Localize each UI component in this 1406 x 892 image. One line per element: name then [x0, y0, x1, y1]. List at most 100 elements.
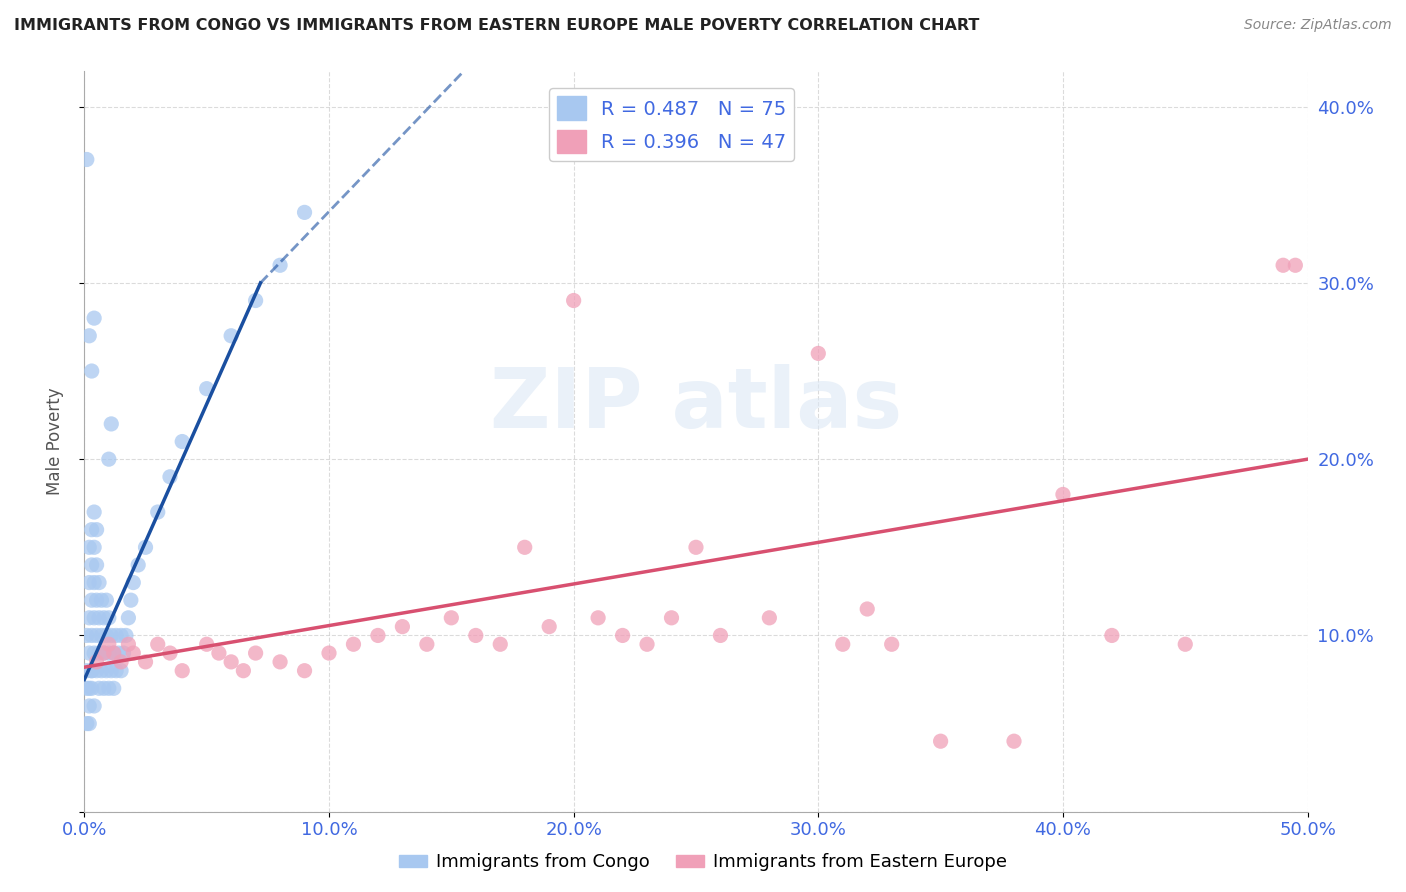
Point [97, 646, 120, 660]
Point [318, 646, 340, 660]
Point [76, 716, 98, 731]
Point [96, 628, 118, 642]
Point [245, 646, 267, 660]
Point [80, 558, 103, 572]
Point [159, 646, 181, 660]
Point [100, 664, 122, 678]
Point [294, 205, 316, 219]
Point [440, 611, 463, 625]
Point [269, 258, 291, 272]
Point [77, 328, 100, 343]
Point [195, 382, 218, 396]
Point [562, 293, 585, 308]
Point [758, 611, 780, 625]
Point [77, 575, 100, 590]
Point [80, 664, 103, 678]
Text: Source: ZipAtlas.com: Source: ZipAtlas.com [1244, 18, 1392, 32]
Point [93, 646, 115, 660]
Point [636, 637, 658, 651]
Point [93, 681, 115, 696]
Point [86, 655, 108, 669]
Point [87, 646, 110, 660]
Point [1002, 734, 1025, 748]
Point [105, 628, 128, 642]
Point [100, 628, 122, 642]
Point [489, 637, 512, 651]
Point [195, 637, 218, 651]
Legend: R = 0.487   N = 75, R = 0.396   N = 47: R = 0.487 N = 75, R = 0.396 N = 47 [548, 88, 794, 161]
Point [86, 558, 108, 572]
Point [159, 470, 181, 484]
Point [831, 637, 853, 651]
Y-axis label: Male Poverty: Male Poverty [45, 388, 63, 495]
Point [115, 628, 138, 642]
Point [1272, 258, 1295, 272]
Point [117, 637, 139, 651]
Point [86, 664, 108, 678]
Point [245, 293, 267, 308]
Point [77, 698, 100, 713]
Point [100, 417, 122, 431]
Point [97, 637, 120, 651]
Point [76, 681, 98, 696]
Point [1052, 487, 1074, 501]
Point [87, 681, 110, 696]
Point [83, 505, 105, 519]
Point [110, 628, 132, 642]
Point [103, 646, 125, 660]
Point [391, 619, 413, 633]
Point [1101, 628, 1123, 642]
Point [97, 452, 120, 467]
Point [103, 681, 125, 696]
Point [294, 664, 316, 678]
Point [856, 602, 879, 616]
Point [929, 734, 952, 748]
Point [90, 593, 112, 607]
Point [1174, 637, 1197, 651]
Point [232, 664, 254, 678]
Point [80, 364, 103, 378]
Point [96, 593, 118, 607]
Point [880, 637, 903, 651]
Point [127, 558, 149, 572]
Point [87, 611, 110, 625]
Point [122, 646, 145, 660]
Point [86, 593, 108, 607]
Point [464, 628, 486, 642]
Point [146, 637, 169, 651]
Point [77, 681, 100, 696]
Point [107, 646, 129, 660]
Point [83, 541, 105, 555]
Point [80, 681, 103, 696]
Point [76, 628, 98, 642]
Point [586, 611, 609, 625]
Point [269, 655, 291, 669]
Point [219, 328, 242, 343]
Point [77, 716, 100, 731]
Point [110, 664, 132, 678]
Point [96, 664, 118, 678]
Point [97, 611, 120, 625]
Point [77, 646, 100, 660]
Point [80, 593, 103, 607]
Point [83, 646, 105, 660]
Point [135, 655, 157, 669]
Point [1284, 258, 1306, 272]
Point [416, 637, 439, 651]
Point [538, 619, 561, 633]
Point [103, 646, 125, 660]
Point [807, 346, 830, 360]
Point [110, 655, 132, 669]
Point [120, 593, 142, 607]
Point [80, 664, 103, 678]
Point [93, 611, 115, 625]
Point [77, 611, 100, 625]
Point [146, 505, 169, 519]
Point [513, 541, 536, 555]
Legend: Immigrants from Congo, Immigrants from Eastern Europe: Immigrants from Congo, Immigrants from E… [392, 847, 1014, 879]
Point [83, 698, 105, 713]
Text: IMMIGRANTS FROM CONGO VS IMMIGRANTS FROM EASTERN EUROPE MALE POVERTY CORRELATION: IMMIGRANTS FROM CONGO VS IMMIGRANTS FROM… [14, 18, 980, 33]
Point [612, 628, 634, 642]
Point [80, 628, 103, 642]
Point [208, 646, 231, 660]
